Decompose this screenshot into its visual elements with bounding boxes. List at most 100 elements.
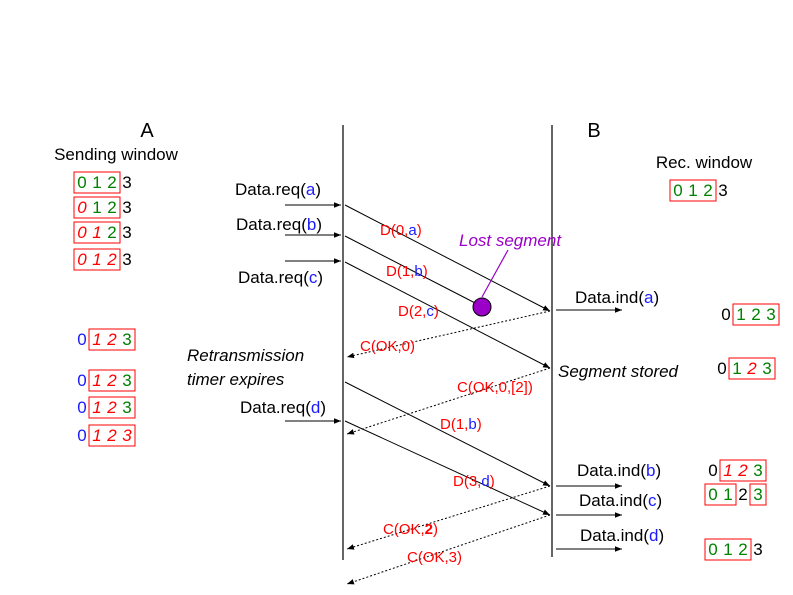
window-box — [732, 303, 780, 326]
window-box — [749, 483, 767, 506]
window-box — [704, 483, 737, 506]
segment-label-7: C(OK,2) — [383, 521, 438, 538]
ack-ok0 — [346, 310, 551, 359]
window-digit: 1 — [92, 198, 101, 217]
window-box — [73, 221, 121, 244]
window-digit: 2 — [107, 223, 116, 242]
window-digit: 0 — [77, 173, 86, 192]
segment-label-3: C(OK,0) — [360, 338, 415, 355]
indication-label-b: Data.ind(b) — [577, 461, 661, 480]
segment-d2c — [344, 261, 551, 369]
request-label-d: Data.req(d) — [240, 398, 326, 417]
window-digit: 3 — [753, 540, 762, 559]
sending-window-states: 0 1 2 30 1 2 30 1 2 30 1 2 30 1 2 30 1 2 30 1 2 30 1 2 3 — [73, 171, 136, 447]
window-digit: 1 — [723, 540, 732, 559]
window-digit: 0 — [77, 198, 87, 217]
segment-label-0: D(0,a) — [380, 222, 422, 239]
ack-ok2 — [346, 485, 551, 550]
lost-segment-label: Lost segment — [459, 231, 562, 250]
window-digit: 2 — [751, 305, 760, 324]
segment-d1b-lost — [344, 235, 480, 306]
ack-ok0-2 — [346, 367, 551, 435]
entity-a-label: A — [140, 120, 154, 142]
window-digit: 2 — [106, 250, 117, 269]
window-digit: 3 — [762, 359, 771, 378]
window-digit: 1 — [732, 359, 741, 378]
window-digit: 0 — [708, 540, 717, 559]
window-digit: 3 — [122, 223, 131, 242]
window-digit: 2 — [106, 371, 117, 390]
window-digit: 2 — [738, 485, 747, 504]
window-digit: 1 — [92, 223, 101, 242]
segment-d3d — [344, 420, 551, 516]
window-box — [73, 248, 121, 271]
window-digit: 0 — [708, 461, 717, 480]
window-box — [728, 357, 776, 380]
segment-label-1: D(1,b) — [386, 263, 428, 280]
window-digit: 3 — [122, 198, 131, 217]
window-digit: 0 — [77, 398, 86, 417]
window-box — [73, 171, 121, 194]
window-box — [704, 538, 752, 561]
segment-stored-label: Segment stored — [558, 362, 679, 381]
window-digit: 3 — [122, 371, 131, 390]
window-digit: 2 — [106, 426, 117, 445]
window-digit: 0 — [77, 223, 87, 242]
window-digit: 2 — [703, 181, 712, 200]
window-digit: 1 — [723, 461, 732, 480]
window-digit: 3 — [766, 305, 775, 324]
window-digit: 0 — [77, 426, 86, 445]
window-digit: 0 — [721, 305, 730, 324]
window-digit: 0 — [708, 485, 717, 504]
lost-segment-pointer — [481, 249, 509, 298]
window-digit: 1 — [723, 485, 732, 504]
lost-segment-dot — [472, 297, 492, 317]
window-digit: 1 — [92, 398, 101, 417]
sending-window-title: Sending window — [54, 145, 179, 164]
window-digit: 1 — [92, 173, 101, 192]
window-box — [719, 459, 767, 482]
segment-label-2: D(2,c) — [398, 303, 439, 320]
segment-label-5: D(1,b) — [440, 416, 482, 433]
window-digit: 1 — [92, 250, 101, 269]
window-digit: 2 — [737, 461, 748, 480]
window-digit: 1 — [92, 426, 101, 445]
window-box — [669, 179, 717, 202]
window-digit: 3 — [122, 250, 131, 269]
request-label-a: Data.req(a) — [235, 180, 321, 199]
segment-labels: D(0,a) D(1,b) D(2,c) C(OK,0) C(OK,0,[2]) D(1,… — [360, 222, 533, 566]
window-digit: 0 — [77, 250, 87, 269]
segment-d0a — [344, 204, 551, 312]
window-digit: 2 — [107, 198, 116, 217]
window-box — [73, 196, 121, 219]
window-digit: 2 — [106, 398, 117, 417]
window-digit: 2 — [107, 173, 116, 192]
window-digit: 0 — [77, 371, 86, 390]
window-digit: 3 — [122, 173, 131, 192]
request-label-b: Data.req(b) — [236, 215, 322, 234]
window-digit: 2 — [746, 359, 757, 378]
window-box — [88, 424, 136, 447]
segment-label-4: C(OK,0,[2]) — [457, 379, 533, 396]
indication-labels: Data.ind(a) Data.ind(b) Data.ind(c) Data.in… — [575, 288, 664, 545]
request-labels: Data.req(a) Data.req(b) Data.req(c) Data.re… — [235, 180, 326, 417]
window-digit: 3 — [718, 181, 727, 200]
receiving-window-states: 0 1 2 30 1 2 30 1 2 30 1 2 30 1 2 30 1 2 3 — [669, 179, 780, 561]
segment-d1b-retx — [344, 381, 551, 487]
window-digit: 3 — [122, 398, 131, 417]
window-digit: 1 — [92, 371, 101, 390]
window-digit: 1 — [736, 305, 745, 324]
indication-label-c: Data.ind(c) — [579, 491, 662, 510]
